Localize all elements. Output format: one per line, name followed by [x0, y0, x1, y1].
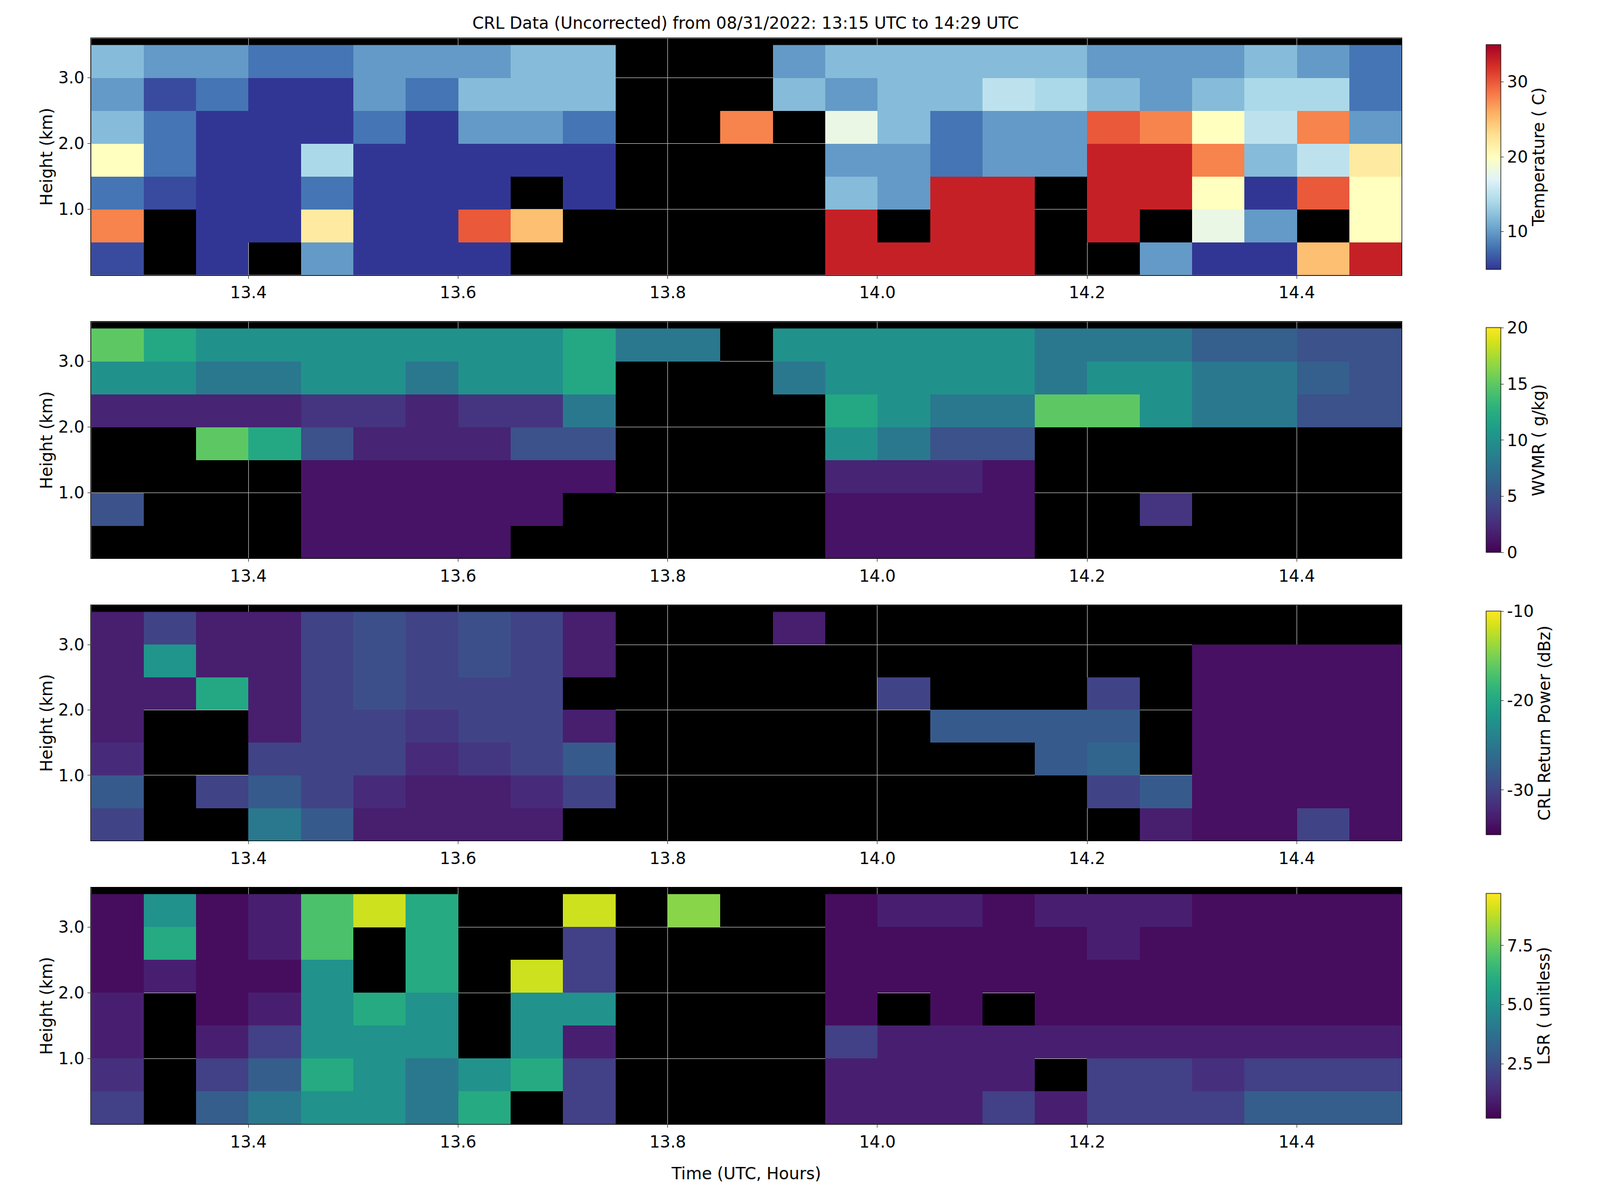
- svg-text:13.4: 13.4: [230, 1132, 267, 1152]
- svg-text:13.4: 13.4: [230, 566, 267, 586]
- svg-text:0: 0: [1507, 542, 1518, 563]
- svg-text:15: 15: [1507, 374, 1529, 394]
- svg-text:1.0: 1.0: [58, 199, 85, 219]
- svg-text:14.0: 14.0: [859, 848, 896, 869]
- svg-text:13.6: 13.6: [439, 282, 477, 303]
- svg-text:13.8: 13.8: [649, 848, 687, 869]
- svg-text:Height (km): Height (km): [36, 673, 57, 772]
- svg-text:WVMR ( g/kg): WVMR ( g/kg): [1528, 383, 1549, 496]
- svg-text:13.6: 13.6: [439, 848, 477, 869]
- svg-text:1.0: 1.0: [58, 483, 85, 503]
- svg-text:13.4: 13.4: [230, 282, 267, 303]
- svg-text:2.0: 2.0: [58, 417, 85, 437]
- svg-text:-20: -20: [1507, 690, 1535, 711]
- svg-text:7.5: 7.5: [1507, 936, 1534, 956]
- svg-text:13.4: 13.4: [230, 848, 267, 869]
- svg-text:13.6: 13.6: [439, 566, 477, 586]
- svg-text:Height (km): Height (km): [36, 390, 57, 489]
- svg-text:3.0: 3.0: [58, 351, 85, 371]
- svg-text:14.2: 14.2: [1068, 1132, 1106, 1152]
- svg-text:CRL Data (Uncorrected) from 08: CRL Data (Uncorrected) from 08/31/2022: …: [472, 13, 1019, 33]
- svg-text:5: 5: [1507, 486, 1518, 506]
- svg-text:CRL Return Power (dBz): CRL Return Power (dBz): [1534, 625, 1555, 820]
- svg-text:14.0: 14.0: [859, 282, 896, 303]
- svg-text:14.0: 14.0: [859, 566, 896, 586]
- svg-text:2.0: 2.0: [58, 983, 85, 1003]
- svg-text:3.0: 3.0: [58, 635, 85, 655]
- svg-text:20: 20: [1507, 318, 1529, 338]
- svg-text:2.5: 2.5: [1507, 1054, 1534, 1074]
- svg-text:Time (UTC, Hours): Time (UTC, Hours): [670, 1163, 822, 1184]
- svg-text:14.4: 14.4: [1278, 566, 1315, 586]
- svg-text:14.2: 14.2: [1068, 282, 1106, 303]
- svg-text:14.4: 14.4: [1278, 1132, 1315, 1152]
- svg-text:14.4: 14.4: [1278, 848, 1315, 869]
- svg-text:5.0: 5.0: [1507, 994, 1534, 1015]
- svg-text:30: 30: [1507, 72, 1529, 92]
- svg-text:LSR ( unitless): LSR ( unitless): [1534, 946, 1554, 1065]
- svg-text:10: 10: [1507, 430, 1529, 451]
- svg-text:13.8: 13.8: [649, 566, 687, 586]
- svg-text:3.0: 3.0: [58, 68, 85, 88]
- svg-text:1.0: 1.0: [58, 1048, 85, 1069]
- svg-text:14.0: 14.0: [859, 1132, 896, 1152]
- svg-text:1.0: 1.0: [58, 765, 85, 786]
- svg-text:14.2: 14.2: [1068, 566, 1106, 586]
- svg-text:13.6: 13.6: [439, 1132, 477, 1152]
- svg-text:2.0: 2.0: [58, 133, 85, 154]
- svg-text:10: 10: [1507, 221, 1529, 242]
- svg-text:Height (km): Height (km): [36, 107, 57, 207]
- svg-text:-10: -10: [1507, 601, 1535, 621]
- svg-text:Height (km): Height (km): [36, 956, 57, 1055]
- svg-text:Temperature ( C): Temperature ( C): [1528, 87, 1549, 228]
- svg-text:13.8: 13.8: [649, 282, 687, 303]
- svg-text:14.2: 14.2: [1068, 848, 1106, 869]
- svg-text:13.8: 13.8: [649, 1132, 687, 1152]
- svg-text:2.0: 2.0: [58, 700, 85, 720]
- svg-text:20: 20: [1507, 147, 1529, 167]
- svg-text:14.4: 14.4: [1278, 282, 1315, 303]
- svg-text:-30: -30: [1507, 780, 1535, 800]
- svg-text:3.0: 3.0: [58, 917, 85, 937]
